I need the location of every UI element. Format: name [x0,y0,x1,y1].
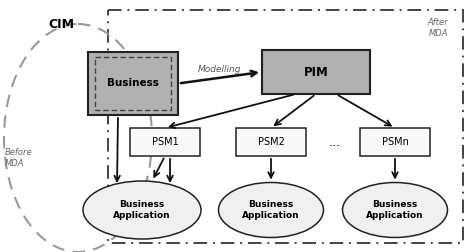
Ellipse shape [343,182,447,237]
Text: Before
MDA: Before MDA [5,148,33,168]
Text: Modelling: Modelling [198,65,242,74]
FancyBboxPatch shape [130,128,200,156]
FancyBboxPatch shape [360,128,430,156]
Text: Business
Application: Business Application [366,200,424,220]
Text: Business
Application: Business Application [113,200,171,220]
FancyBboxPatch shape [88,52,178,115]
Ellipse shape [83,181,201,239]
Text: PSMn: PSMn [382,137,409,147]
Ellipse shape [219,182,323,237]
Text: PSM1: PSM1 [152,137,178,147]
Text: Business
Application: Business Application [242,200,300,220]
Text: PIM: PIM [304,66,328,79]
FancyBboxPatch shape [262,50,370,94]
Text: ...: ... [329,136,341,148]
Text: CIM: CIM [48,18,74,31]
Text: Business: Business [107,79,159,88]
FancyBboxPatch shape [236,128,306,156]
Text: After
MDA: After MDA [428,18,448,38]
Text: PSM2: PSM2 [257,137,284,147]
